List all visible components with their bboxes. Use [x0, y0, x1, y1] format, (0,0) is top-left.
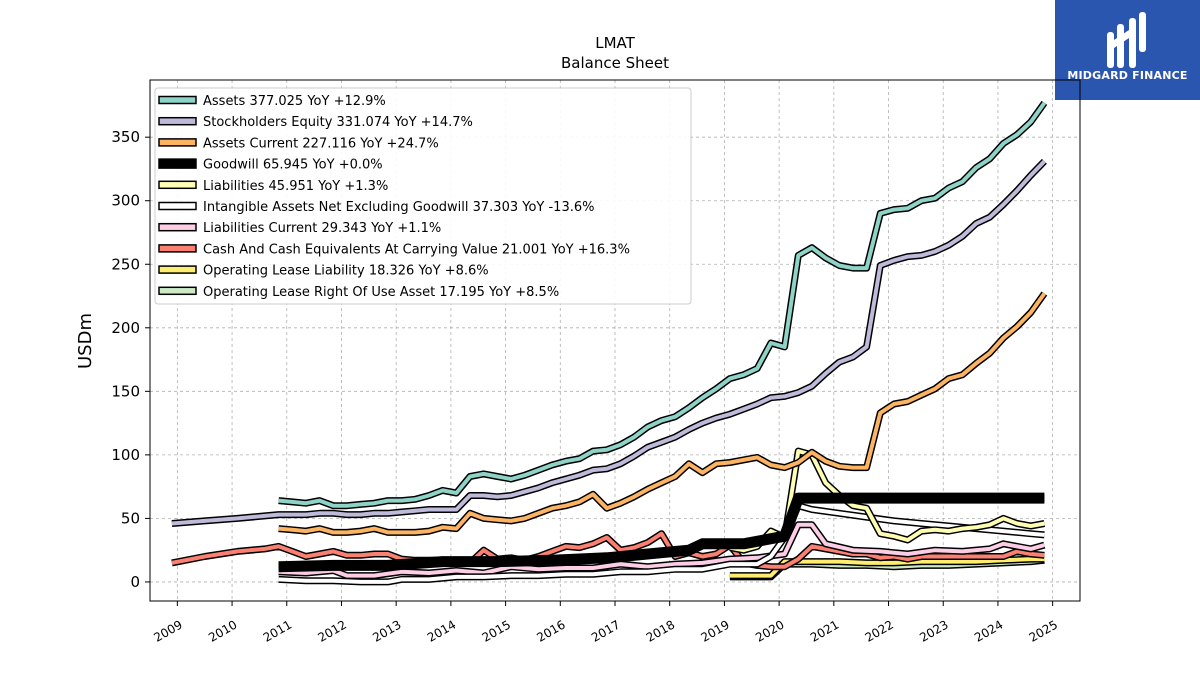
legend: Assets 377.025 YoY +12.9% Stockholders Eq… [154, 87, 692, 305]
logo-text: MIDGARD FINANCE [1067, 69, 1188, 82]
legend-label: Cash And Cash Equivalents At Carrying Va… [203, 242, 630, 257]
series-line [171, 159, 1046, 526]
series-line [278, 522, 1045, 578]
y-tick-label: 50 [121, 509, 140, 527]
legend-label: Stockholders Equity 331.074 YoY +14.7% [203, 115, 473, 130]
series-line [278, 101, 1047, 508]
series-intangible-assets-net-excluding-goodwill [278, 502, 1045, 586]
x-tick-label: 2024 [972, 617, 1005, 644]
legend-swatch [158, 138, 197, 147]
series-cash-and-cash-equivalents-at-carrying-value [171, 530, 1045, 571]
series-stockholders-equity [171, 158, 1047, 527]
x-tick-label: 2010 [206, 617, 239, 644]
legend-swatch [158, 244, 197, 253]
x-tick-label: 2023 [917, 617, 950, 644]
midgard-logo-icon [1107, 12, 1146, 68]
legend-swatch [158, 286, 197, 296]
x-tick-label: 2025 [1027, 617, 1060, 644]
series-goodwill [278, 492, 1045, 573]
y-tick-label: 0 [130, 573, 140, 591]
series-assets [278, 100, 1048, 510]
legend-swatch [158, 180, 197, 190]
y-tick-label: 100 [111, 446, 140, 464]
x-tick-label: 2018 [644, 617, 677, 644]
legend-label: Liabilities Current 29.343 YoY +1.1% [203, 221, 441, 236]
x-tick-label: 2022 [863, 617, 896, 644]
legend-swatch [158, 222, 197, 232]
series-line [278, 494, 1045, 571]
series-line [278, 503, 1045, 584]
chart-subtitle: Balance Sheet [561, 54, 669, 72]
legend-swatch [158, 95, 197, 105]
legend-swatch [158, 158, 197, 169]
x-tick-label: 2013 [370, 617, 403, 644]
legend-label: Operating Lease Right Of Use Asset 17.19… [203, 285, 559, 300]
x-tick-label: 2014 [425, 617, 458, 644]
x-tick-label: 2020 [753, 617, 786, 644]
legend-label: Goodwill 65.945 YoY +0.0% [203, 158, 383, 173]
x-tick-label: 2011 [261, 617, 294, 644]
legend-label: Assets 377.025 YoY +12.9% [203, 94, 386, 109]
legend-label: Operating Lease Liability 18.326 YoY +8.… [203, 264, 489, 279]
axes: 2009 2010 2011 2012 2013 2014 2015 2016 2017 2018… [111, 128, 1060, 645]
x-tick-label: 2009 [151, 617, 184, 644]
y-tick-label: 150 [111, 382, 140, 400]
x-tick-label: 2019 [698, 617, 731, 644]
series-line [278, 292, 1047, 535]
legend-label: Intangible Assets Net Excluding Goodwill… [203, 200, 594, 215]
y-tick-label: 300 [111, 192, 140, 210]
series-layer [171, 100, 1048, 586]
series-assets-current [278, 291, 1048, 536]
x-tick-label: 2012 [316, 617, 349, 644]
series-operating-lease-liability [729, 555, 1045, 580]
series-liabilities-current [278, 521, 1046, 580]
x-tick-label: 2021 [808, 617, 841, 644]
x-tick-label: 2016 [534, 617, 567, 644]
chart-title: LMAT [595, 34, 635, 52]
legend-swatch [158, 116, 197, 126]
midgard-finance-logo: MIDGARD FINANCE [1055, 0, 1200, 100]
series-line [171, 531, 1045, 569]
legend-swatch [158, 265, 197, 274]
legend-box [154, 87, 692, 305]
legend-label: Liabilities 45.951 YoY +1.3% [203, 179, 388, 194]
y-tick-label: 350 [111, 128, 140, 146]
legend-label: Assets Current 227.116 YoY +24.7% [203, 136, 439, 151]
y-axis-label: USDm [75, 313, 96, 369]
series-line [729, 557, 1045, 578]
x-tick-label: 2017 [589, 617, 622, 644]
legend-swatch [158, 201, 197, 211]
x-tick-label: 2015 [480, 617, 513, 644]
y-tick-label: 200 [111, 319, 140, 337]
y-tick-label: 250 [111, 255, 140, 273]
